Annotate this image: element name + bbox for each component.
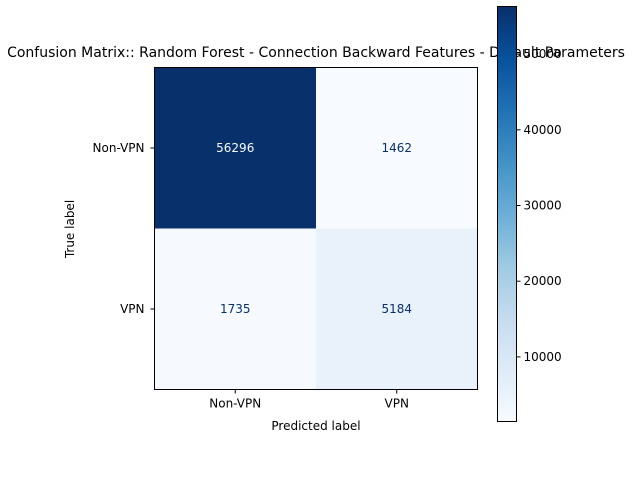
y-axis-label: True label (63, 200, 77, 259)
cell-value-label: 56296 (216, 141, 254, 155)
plot-frame (154, 67, 478, 390)
y-axis-ticks: Non-VPN VPN (93, 141, 155, 316)
cell-value-label: 5184 (381, 302, 412, 316)
x-tick-label: VPN (385, 397, 409, 411)
colorbar-tick-label: 40000 (524, 123, 562, 137)
x-tick-label: Non-VPN (209, 397, 261, 411)
colorbar-ticks: 10000 20000 30000 40000 50000 (516, 47, 562, 364)
heatmap-cell (154, 228, 316, 390)
colorbar-tick-label: 20000 (524, 274, 562, 288)
heatmap-cell (316, 67, 478, 229)
colorbar-tick-label: 10000 (524, 350, 562, 364)
cell-value-label: 1735 (220, 302, 251, 316)
heatmap-cell (154, 67, 316, 229)
x-axis-ticks: Non-VPN VPN (209, 389, 409, 411)
y-tick-label: Non-VPN (93, 141, 145, 155)
y-tick-label: VPN (120, 302, 144, 316)
colorbar-tick-label: 30000 (524, 199, 562, 213)
cell-value-labels: 56296 1462 1735 5184 (216, 141, 412, 316)
heatmap-cells (154, 67, 478, 390)
colorbar (497, 6, 517, 422)
colorbar-tick-label: 50000 (524, 47, 562, 61)
heatmap-cell (316, 228, 478, 390)
x-axis-label: Predicted label (271, 419, 360, 433)
chart-title: Confusion Matrix:: Random Forest - Conne… (7, 45, 625, 61)
cell-value-label: 1462 (381, 141, 412, 155)
